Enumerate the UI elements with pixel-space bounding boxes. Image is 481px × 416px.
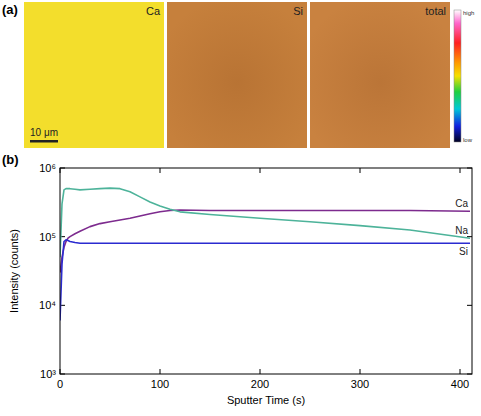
- element-map: [167, 2, 307, 148]
- map-label: Ca: [146, 5, 161, 17]
- x-tick-label: 100: [151, 378, 169, 390]
- y-tick-right: [467, 305, 472, 306]
- x-tick: [360, 369, 361, 374]
- y-tick-label: 10⁶: [39, 162, 56, 174]
- x-tick-label: 400: [451, 378, 469, 390]
- x-tick-label: 200: [251, 378, 269, 390]
- colorbar-high: high: [463, 10, 474, 16]
- panel-label: (b): [2, 152, 19, 167]
- y-tick-right: [467, 236, 472, 237]
- x-tick-top: [160, 168, 161, 173]
- map-shading: [310, 2, 450, 148]
- map-label: Si: [293, 5, 303, 17]
- x-tick: [160, 369, 161, 374]
- y-tick-label: 10⁴: [39, 299, 56, 311]
- x-tick-label: 0: [57, 378, 63, 390]
- series-label: Ca: [455, 198, 468, 209]
- x-axis-title: Sputter Time (s): [227, 394, 305, 406]
- series-line: [60, 188, 470, 257]
- x-tick-top: [360, 168, 361, 173]
- element-map: [310, 2, 450, 148]
- figure: (a) Ca Si total 10 μm high low (b) 0 100 200 300 400…: [0, 0, 481, 416]
- scale-bar-label: 10 μm: [30, 127, 58, 138]
- series-line: [60, 240, 470, 321]
- x-tick-top: [260, 168, 261, 173]
- plot-lines: [60, 188, 470, 320]
- element-map: [24, 2, 164, 148]
- x-tick: [460, 369, 461, 374]
- map-label: total: [425, 5, 446, 17]
- colorbar-low: low: [463, 137, 473, 143]
- scale-bar: [30, 140, 58, 143]
- plot-frame: [60, 168, 472, 374]
- series-label: Na: [455, 225, 468, 236]
- y-axis-title: Intensity (counts): [8, 229, 20, 313]
- series-label: Si: [459, 246, 468, 257]
- x-tick: [260, 369, 261, 374]
- y-tick-label: 10⁵: [39, 231, 56, 243]
- x-tick-label: 300: [351, 378, 369, 390]
- panel-label: (a): [2, 2, 18, 17]
- x-tick-top: [460, 168, 461, 173]
- map-shading: [167, 2, 307, 148]
- y-tick-label: 10³: [40, 368, 56, 380]
- colorbar: [454, 10, 461, 142]
